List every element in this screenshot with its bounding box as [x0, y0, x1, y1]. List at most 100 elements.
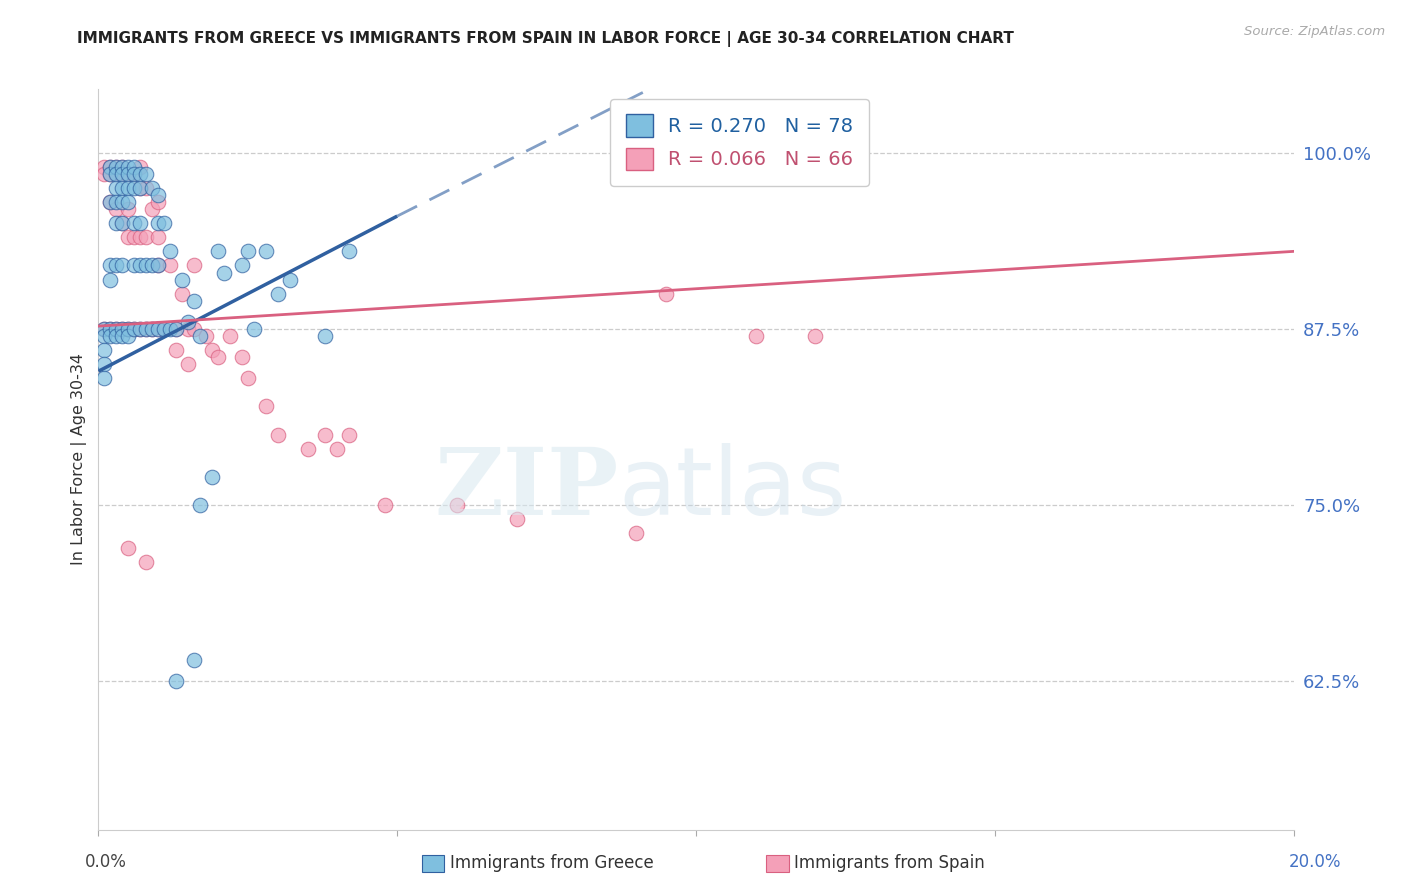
Point: [111, 329, 134, 343]
Point: [129, 167, 152, 181]
Text: Immigrants from Spain: Immigrants from Spain: [794, 855, 986, 872]
Point: [153, 322, 176, 336]
Point: [93, 160, 115, 174]
Point: [172, 272, 194, 286]
Point: [219, 329, 242, 343]
Point: [93, 322, 115, 336]
Point: [315, 427, 337, 442]
Point: [201, 343, 224, 357]
Point: [105, 216, 128, 230]
Point: [177, 315, 200, 329]
Point: [148, 216, 170, 230]
Point: [172, 286, 194, 301]
Point: [98, 160, 122, 174]
Point: [98, 167, 122, 181]
Point: [236, 244, 259, 259]
Point: [177, 357, 200, 371]
Point: [124, 322, 146, 336]
Point: [124, 167, 146, 181]
Point: [93, 343, 115, 357]
Point: [165, 674, 187, 689]
Legend: R = 0.270   N = 78, R = 0.066   N = 66: R = 0.270 N = 78, R = 0.066 N = 66: [610, 99, 869, 186]
Point: [105, 202, 128, 216]
Point: [105, 160, 128, 174]
Point: [183, 322, 205, 336]
Point: [159, 259, 181, 273]
Point: [243, 322, 266, 336]
Point: [165, 343, 187, 357]
Point: [231, 350, 253, 364]
Point: [159, 322, 181, 336]
Point: [93, 357, 115, 371]
Point: [98, 322, 122, 336]
Point: [111, 181, 134, 195]
Point: [124, 167, 146, 181]
Point: [124, 322, 146, 336]
Point: [105, 167, 128, 181]
Point: [129, 216, 152, 230]
Y-axis label: In Labor Force | Age 30-34: In Labor Force | Age 30-34: [72, 353, 87, 566]
Point: [374, 498, 396, 512]
Point: [177, 322, 200, 336]
Text: 20.0%: 20.0%: [1288, 853, 1341, 871]
Point: [111, 259, 134, 273]
Point: [655, 286, 678, 301]
Point: [93, 167, 115, 181]
Point: [117, 167, 139, 181]
Point: [267, 427, 290, 442]
Text: Immigrants from Greece: Immigrants from Greece: [450, 855, 654, 872]
Point: [105, 194, 128, 209]
Point: [339, 427, 361, 442]
Point: [129, 230, 152, 244]
Point: [278, 272, 301, 286]
Point: [98, 194, 122, 209]
Point: [105, 322, 128, 336]
Point: [124, 216, 146, 230]
Point: [188, 498, 211, 512]
Point: [93, 322, 115, 336]
Point: [129, 160, 152, 174]
Point: [135, 230, 157, 244]
Point: [297, 442, 319, 456]
Point: [188, 329, 211, 343]
Point: [446, 498, 468, 512]
Point: [111, 216, 134, 230]
Point: [117, 202, 139, 216]
Point: [117, 322, 139, 336]
Point: [254, 244, 277, 259]
Point: [201, 470, 224, 484]
Point: [148, 322, 170, 336]
Point: [212, 266, 235, 280]
Point: [135, 322, 157, 336]
Point: [141, 259, 163, 273]
Point: [117, 541, 139, 555]
Point: [165, 322, 187, 336]
Point: [135, 259, 157, 273]
Point: [135, 322, 157, 336]
Point: [207, 350, 229, 364]
Point: [111, 322, 134, 336]
Point: [148, 259, 170, 273]
Point: [105, 329, 128, 343]
Point: [135, 555, 157, 569]
Point: [93, 371, 115, 385]
Point: [141, 181, 163, 195]
Point: [231, 259, 253, 273]
Point: [804, 329, 827, 343]
Point: [159, 244, 181, 259]
Point: [98, 272, 122, 286]
Point: [117, 160, 139, 174]
Point: [98, 194, 122, 209]
Point: [111, 167, 134, 181]
Point: [117, 167, 139, 181]
Text: ZIP: ZIP: [434, 444, 619, 534]
Point: [183, 259, 205, 273]
Point: [105, 160, 128, 174]
Text: Source: ZipAtlas.com: Source: ZipAtlas.com: [1244, 25, 1385, 38]
Text: 0.0%: 0.0%: [84, 853, 127, 871]
Point: [117, 322, 139, 336]
Point: [124, 259, 146, 273]
Point: [111, 322, 134, 336]
Point: [111, 216, 134, 230]
Point: [111, 194, 134, 209]
